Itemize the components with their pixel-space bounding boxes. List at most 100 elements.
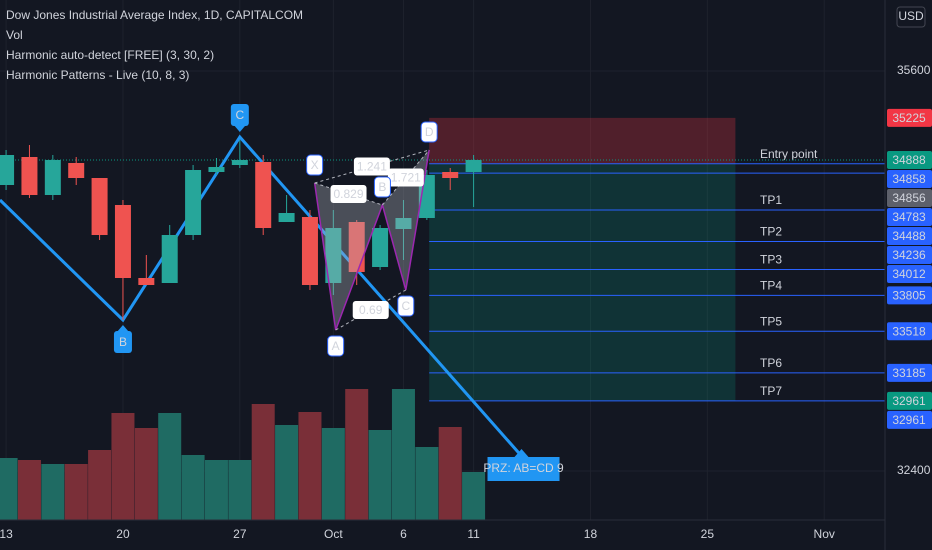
candle-body (278, 213, 295, 222)
zone (429, 117, 736, 164)
volume-bar (0, 458, 18, 520)
volume-bar (204, 460, 228, 520)
x-tick-label: Oct (324, 527, 343, 541)
ratio-label: 0.69 (359, 303, 383, 317)
pattern-point-box (420, 121, 438, 143)
ratio-label: 1.241 (357, 160, 387, 174)
ratio-line (314, 149, 430, 184)
price-tag-label: 32961 (892, 394, 926, 408)
candle-body (185, 170, 202, 235)
pattern-point-box (327, 335, 345, 357)
candle-body (68, 163, 85, 178)
level-label: Entry point (760, 147, 818, 161)
price-tag-label: 33185 (892, 366, 926, 380)
x-tick-label: 25 (701, 527, 715, 541)
volume-bar (391, 389, 415, 520)
pattern-point-box (373, 176, 391, 198)
zigzag-pointer (116, 325, 129, 332)
y-tick-label: 32400 (897, 463, 931, 477)
candle-body (114, 205, 131, 278)
volume-bar (88, 450, 112, 520)
ratio-label: 1.721 (391, 171, 421, 185)
price-tag (887, 227, 932, 245)
price-tag (887, 265, 932, 283)
price-tag (887, 286, 932, 305)
price-tag (887, 108, 932, 127)
level-label: TP1 (760, 193, 782, 207)
prz-pointer (514, 449, 529, 457)
currency-label: USD (898, 9, 924, 23)
candle-body (395, 218, 412, 229)
volume-bar (64, 464, 88, 520)
candle-body (255, 162, 272, 228)
x-tick-label: 18 (584, 527, 598, 541)
volume-bar (134, 428, 158, 520)
pattern-point-label: C (401, 299, 410, 313)
candle-body (0, 155, 15, 185)
price-tag (887, 189, 932, 207)
pattern-point-label: X (311, 158, 319, 172)
price-tag-label: 34783 (892, 210, 926, 224)
price-tag-label: 33518 (892, 324, 926, 338)
volume-bar (345, 389, 369, 520)
price-tag (887, 410, 932, 429)
ratio-box (352, 301, 389, 319)
candle-body (442, 172, 459, 178)
volume-bar (17, 460, 41, 520)
level-label: TP4 (760, 279, 782, 293)
candle-body (21, 157, 38, 195)
candle-body (208, 167, 225, 172)
price-tag-label: 34858 (892, 172, 926, 186)
level-label: TP3 (760, 253, 782, 267)
pattern-point-box (397, 295, 415, 317)
prz-label: PRZ: AB=CD 9 (483, 461, 564, 475)
pattern-point-label: A (332, 339, 340, 353)
candle-body (44, 160, 61, 195)
indicator-label[interactable]: Harmonic auto-detect [FREE] (3, 30, 2) (6, 48, 214, 62)
volume-bar (321, 428, 345, 520)
candle-body (161, 235, 178, 283)
volume-bar (438, 427, 462, 520)
price-tag-label: 32961 (892, 413, 926, 427)
candle-body (231, 160, 248, 165)
x-tick-label: Nov (814, 527, 835, 541)
zigzag-line (0, 134, 523, 457)
indicator-label[interactable]: Vol (6, 28, 23, 42)
x-tick-label: 6 (400, 527, 407, 541)
chart-title: Dow Jones Industrial Average Index, 1D, … (6, 8, 303, 22)
price-tag-label: 34856 (892, 191, 926, 205)
volume-bar (462, 472, 486, 520)
candle-body (465, 160, 482, 172)
zigzag-pointer (233, 125, 246, 132)
volume-bar (158, 413, 182, 520)
zigzag-point-box (113, 331, 132, 353)
price-tag-label: 35225 (892, 111, 926, 125)
price-tag-label: 34236 (892, 248, 926, 262)
candle-body (91, 178, 108, 235)
price-tag-label: 34488 (892, 229, 926, 243)
pattern-fill (314, 183, 383, 330)
candle-body (301, 217, 318, 285)
level-label: TP5 (760, 314, 782, 328)
candle-body (372, 228, 389, 267)
price-tag-label: 34888 (892, 153, 926, 167)
price-tag (887, 208, 932, 226)
indicator-label[interactable]: Harmonic Patterns - Live (10, 8, 3) (6, 68, 189, 82)
price-tag (887, 322, 932, 341)
price-tag-label: 33805 (892, 289, 926, 303)
volume-bar (368, 430, 392, 520)
volume-bar (41, 464, 65, 520)
price-tag (887, 170, 932, 188)
price-tag (887, 363, 932, 382)
currency-button[interactable] (896, 6, 926, 28)
zone (429, 163, 736, 401)
ratio-label: 0.829 (334, 187, 364, 201)
price-tag (887, 151, 932, 169)
prz-box (487, 457, 560, 481)
ratio-box (353, 157, 390, 176)
level-label: TP7 (760, 384, 782, 398)
x-tick-label: 27 (233, 527, 247, 541)
level-label: TP6 (760, 356, 782, 370)
pattern-point-box (306, 154, 324, 176)
